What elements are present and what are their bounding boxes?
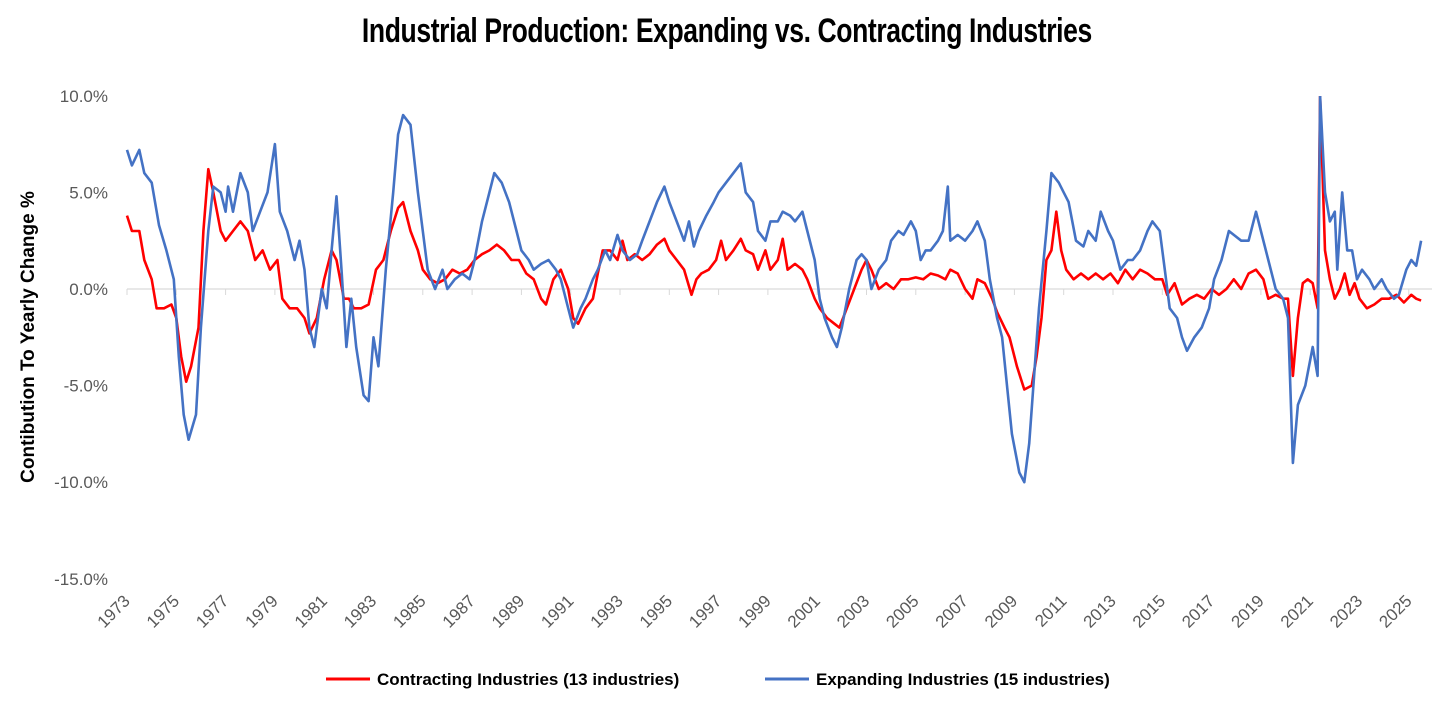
y-tick-label: -10.0%: [54, 473, 108, 492]
y-tick-label: 10.0%: [60, 87, 108, 106]
x-tick-label: 2001: [784, 591, 824, 631]
x-tick-label: 1975: [143, 591, 183, 631]
y-axis-ticks: 10.0% 5.0% 0.0% -5.0% -10.0% -15.0%: [54, 87, 108, 589]
expanding-industries-line: [125, 96, 1423, 484]
series-lines: [125, 96, 1423, 484]
x-tick-label: 1979: [242, 591, 282, 631]
x-tick-label: 2009: [981, 591, 1021, 631]
x-tick-label: 1987: [439, 591, 479, 631]
chart-title: Industrial Production: Expanding vs. Con…: [361, 12, 1092, 50]
y-tick-label: 5.0%: [69, 183, 108, 202]
y-tick-label: 0.0%: [69, 280, 108, 299]
legend-label-expanding: Expanding Industries (15 industries): [816, 670, 1110, 689]
x-tick-label: 2017: [1178, 591, 1218, 631]
y-tick-label: -15.0%: [54, 570, 108, 589]
x-tick-label: 2023: [1326, 591, 1366, 631]
x-tick-label: 1989: [488, 591, 528, 631]
x-tick-label: 1977: [192, 591, 232, 631]
x-tick-label: 1985: [389, 591, 429, 631]
x-tick-label: 2021: [1277, 591, 1317, 631]
x-tick-label: 1997: [685, 591, 725, 631]
x-tick-label: 1991: [537, 591, 577, 631]
y-axis-label: Contibution To Yearly Change %: [18, 191, 39, 483]
x-tick-label: 1993: [587, 591, 627, 631]
x-tick-label: 2015: [1129, 591, 1169, 631]
x-tick-label: 2013: [1080, 591, 1120, 631]
x-tick-label: 1981: [291, 591, 331, 631]
x-tick-label: 1995: [636, 591, 676, 631]
x-tick-label: 2011: [1031, 591, 1070, 630]
y-tick-label: -5.0%: [64, 377, 108, 396]
legend: Contracting Industries (13 industries) E…: [326, 670, 1110, 689]
x-tick-label: 1983: [340, 591, 380, 631]
x-tick-label: 2019: [1228, 591, 1268, 631]
x-axis-ticks: 1973 1975 1977 1979 1981 1983 1985 1987 1989 1991…: [94, 289, 1416, 632]
x-tick-label: 2005: [882, 591, 922, 631]
x-tick-label: 2007: [932, 591, 972, 631]
legend-label-contracting: Contracting Industries (13 industries): [377, 670, 679, 689]
x-tick-label: 2003: [833, 591, 873, 631]
x-tick-label: 1973: [94, 591, 134, 631]
contracting-industries-line: [125, 96, 1422, 391]
x-tick-label: 1999: [735, 591, 775, 631]
x-tick-label: 2025: [1375, 591, 1415, 631]
